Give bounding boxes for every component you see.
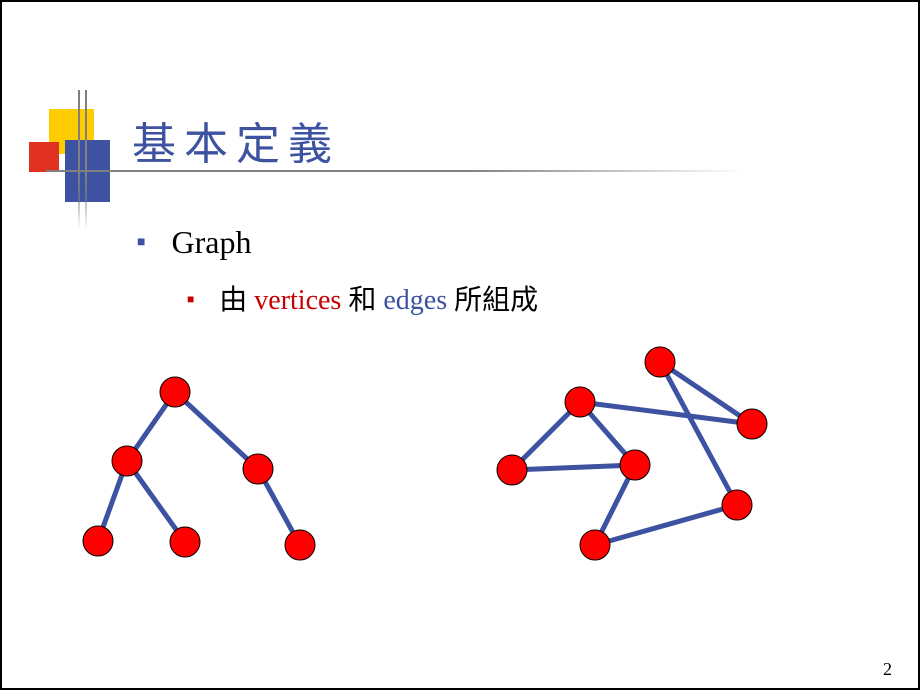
page-number: 2: [883, 659, 892, 680]
graph-right: [452, 342, 852, 582]
def-vertices: vertices: [254, 285, 341, 316]
def-post: 所組成: [447, 285, 538, 316]
bullet-definition: 由 vertices 和 edges 所組成: [187, 278, 538, 318]
def-edges: edges: [383, 285, 447, 316]
slide: 基本定義 Graph 由 vertices 和 edges 所組成 2: [0, 0, 920, 690]
def-mid: 和: [341, 285, 383, 316]
graph-left: [72, 362, 372, 582]
bullet-graph-text: Graph: [171, 224, 251, 260]
decor-vline-1: [78, 90, 80, 230]
bullet-graph: Graph: [137, 224, 251, 261]
slide-title: 基本定義: [132, 108, 340, 172]
decor-red: [29, 142, 59, 172]
def-pre: 由: [219, 285, 254, 316]
decor-vline-2: [85, 90, 87, 230]
